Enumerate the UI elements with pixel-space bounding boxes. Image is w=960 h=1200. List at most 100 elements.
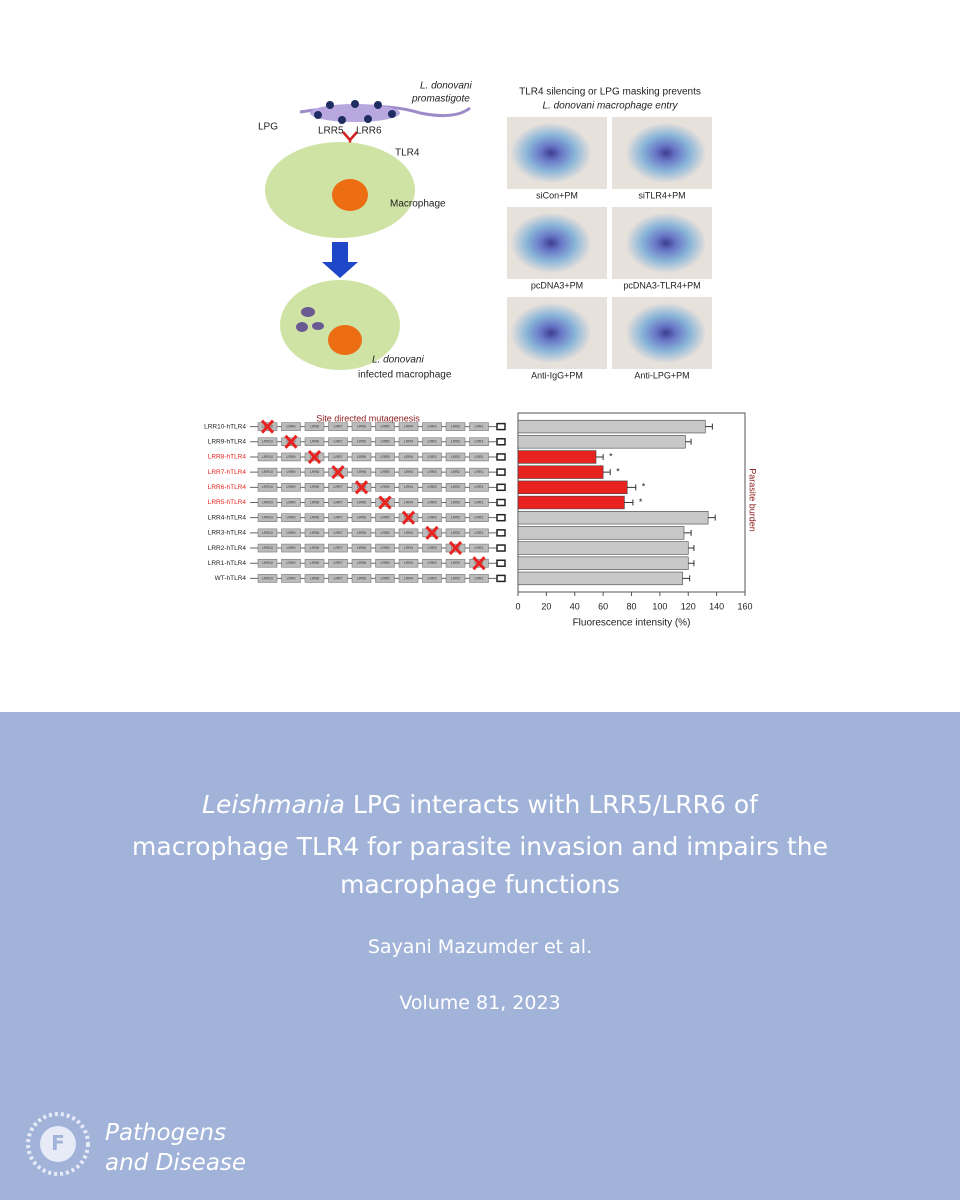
lrr-domain <box>257 543 278 553</box>
error-bar <box>688 560 695 567</box>
lrr-label: LRR10 <box>262 531 273 535</box>
row-label: LRR3-hTLR4 <box>208 530 247 537</box>
lrr-label: LRR7 <box>334 425 343 429</box>
x-tick-label: 20 <box>541 601 551 611</box>
lrr-domain <box>375 558 395 568</box>
lrr-domain <box>328 452 348 462</box>
lrr-label: LRR6 <box>357 470 366 474</box>
lrr-label: LRR10 <box>262 485 273 489</box>
lrr-label: LRR7 <box>334 576 343 580</box>
lrr-domain <box>422 452 442 462</box>
label: Macrophage <box>390 199 446 210</box>
journal-name: Pathogens <box>105 1120 226 1146</box>
lrr-domain <box>351 513 372 522</box>
lrr-label: LRR5 <box>381 531 390 535</box>
lrr-domain <box>351 422 372 431</box>
lrr-domain <box>328 422 348 431</box>
x-tick-label: 100 <box>652 601 667 611</box>
lrr-label: LRR1 <box>475 576 484 580</box>
bar <box>517 495 625 510</box>
lrr-label: LRR1 <box>475 470 484 474</box>
lrr-domain <box>304 574 325 583</box>
tm-domain <box>496 559 506 567</box>
lrr-domain <box>304 483 325 492</box>
lrr-domain <box>469 498 489 507</box>
lrr-domain <box>398 467 419 477</box>
lrr-domain <box>351 558 372 568</box>
lrr-domain <box>257 528 278 538</box>
lrr-label: LRR5 <box>381 425 390 429</box>
lrr-domain <box>281 467 301 477</box>
panel-label: Anti-LPG+PM <box>634 370 689 380</box>
error-bar <box>705 423 713 430</box>
lrr-label: LRR6 <box>357 500 366 504</box>
lrr-label: LRR2 <box>451 500 460 504</box>
lrr-domain <box>281 498 301 507</box>
lrr-label: LRR5 <box>381 561 390 565</box>
lrr-label: LRR9 <box>287 455 296 459</box>
lrr-domain <box>375 574 395 583</box>
lrr-label: LRR2 <box>451 516 460 520</box>
lrr-label: LRR2 <box>451 425 460 429</box>
lrr-label: LRR2 <box>451 561 460 565</box>
lrr-domain <box>375 467 395 477</box>
bar <box>517 541 689 555</box>
lrr-label: LRR3 <box>428 455 437 459</box>
lrr-label: LRR2 <box>451 531 460 535</box>
lrr-domain <box>445 422 466 431</box>
lrr-domain <box>351 543 372 553</box>
volume: Volume 81, 2023 <box>399 992 561 1014</box>
lrr-domain <box>445 437 466 447</box>
lrr-domain <box>422 558 442 568</box>
lrr-label: LRR9 <box>287 516 296 520</box>
tm-domain <box>496 574 506 583</box>
lrr-label: LRR1 <box>475 440 484 444</box>
bar <box>517 450 597 464</box>
lrr-label: LRR4 <box>404 576 413 580</box>
lrr-label: LRR6 <box>357 531 366 535</box>
lrr-domain <box>469 422 489 431</box>
lrr-label: LRR7 <box>334 531 343 535</box>
deletion-mark <box>331 465 345 480</box>
lrr-domain <box>257 467 278 477</box>
lrr-domain <box>375 513 395 522</box>
x-tick-label: 0 <box>515 601 520 611</box>
bar <box>517 419 706 434</box>
lrr-domain <box>328 513 348 522</box>
amastigotes <box>296 307 324 332</box>
lrr-label: LRR10 <box>262 440 273 444</box>
lrr-label: LRR1 <box>475 516 484 520</box>
lrr-domain <box>281 558 301 568</box>
chart-title: Site directed mutagenesis <box>316 413 420 423</box>
row-label: LRR10-hTLR4 <box>204 423 246 430</box>
lrr-domain <box>445 452 466 462</box>
deletion-mark <box>260 419 275 434</box>
lrr-domain <box>304 498 325 507</box>
label: LPG <box>258 122 278 133</box>
x-tick-label: 160 <box>737 601 752 611</box>
panel-label: siTLR4+PM <box>638 190 685 200</box>
lrr-domain <box>469 467 489 477</box>
lrr-label: LRR9 <box>287 576 296 580</box>
lrr-domain <box>445 513 466 522</box>
lrr-domain <box>257 437 278 447</box>
deletion-mark <box>472 556 486 571</box>
error-bar <box>708 514 716 521</box>
lrr-label: LRR5 <box>381 576 390 580</box>
stained-cell <box>511 303 591 363</box>
lrr-label: LRR8 <box>310 546 319 550</box>
x-tick-label: 80 <box>626 601 636 611</box>
lrr-domain <box>422 467 442 477</box>
lrr-label: LRR6 <box>357 561 366 565</box>
lrr-label: LRR10 <box>262 516 273 520</box>
lrr-domain <box>351 498 372 507</box>
logo-letter: F <box>51 1131 65 1155</box>
label: promastigote <box>411 94 470 105</box>
tm-domain <box>496 422 506 431</box>
lrr-domain <box>445 574 466 583</box>
deletion-mark <box>284 434 298 449</box>
lrr-domain <box>281 483 301 492</box>
lrr-label: LRR10 <box>262 576 273 580</box>
lrr-domain <box>351 467 372 477</box>
lrr-label: LRR5 <box>381 546 390 550</box>
